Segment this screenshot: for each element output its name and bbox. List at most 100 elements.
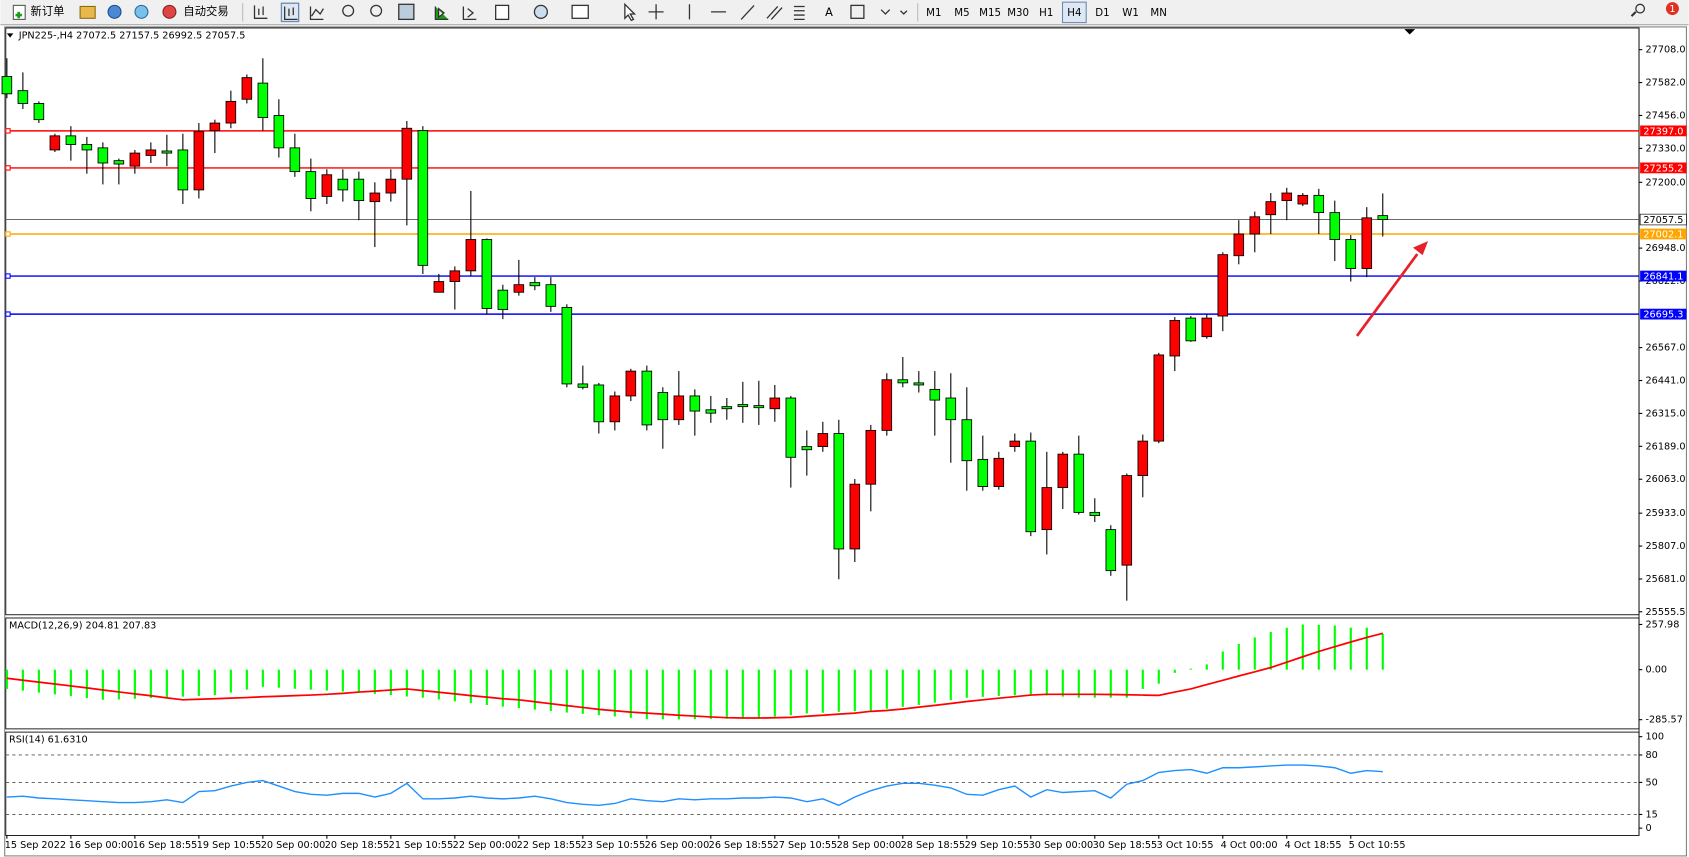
level-label: 27002.1 bbox=[1643, 230, 1683, 241]
x-tick-label: 29 Sep 10:55 bbox=[965, 840, 1030, 851]
timeframe-button[interactable]: M1 bbox=[926, 8, 941, 19]
y-tick-label: 100 bbox=[1646, 732, 1664, 743]
candle-body bbox=[321, 174, 333, 197]
scroll-icon[interactable] bbox=[434, 6, 449, 21]
macd-bar bbox=[1317, 624, 1320, 670]
y-tick-label: 50 bbox=[1646, 777, 1658, 788]
candle-icon[interactable] bbox=[284, 6, 298, 21]
y-tick-label: 27200.0 bbox=[1646, 177, 1686, 188]
macd-bar bbox=[101, 669, 104, 700]
badge-circle[interactable] bbox=[1665, 2, 1679, 16]
candle-body bbox=[113, 160, 125, 165]
macd-bar bbox=[869, 669, 872, 711]
macd-bar bbox=[629, 669, 632, 718]
macd-bar bbox=[1381, 633, 1384, 670]
candle-body bbox=[657, 392, 669, 421]
macd-bar bbox=[421, 669, 424, 698]
macd-bar bbox=[437, 669, 440, 700]
macd-bar bbox=[485, 669, 488, 706]
candle-icon-pressed[interactable] bbox=[280, 2, 300, 23]
chart-frame bbox=[4, 26, 1687, 857]
shift-icon[interactable] bbox=[462, 6, 477, 21]
icon[interactable] bbox=[79, 5, 96, 19]
candle-body bbox=[1025, 440, 1037, 533]
x-tick-label: 16 Sep 00:00 bbox=[69, 840, 134, 851]
zoom-in-icon[interactable] bbox=[342, 4, 355, 17]
y-tick-label: 26948.0 bbox=[1646, 243, 1686, 254]
search-icon[interactable] bbox=[1630, 11, 1637, 17]
timeframe-button[interactable]: MN bbox=[1150, 8, 1166, 19]
x-tick-label: 26 Sep 18:55 bbox=[709, 840, 774, 851]
candle-body bbox=[753, 405, 765, 409]
y-tick-label: 0.00 bbox=[1646, 665, 1668, 676]
timeframe-button[interactable]: H4 bbox=[1067, 8, 1081, 19]
candle-body bbox=[225, 100, 237, 124]
candle-body bbox=[1361, 217, 1373, 269]
macd-bar bbox=[1013, 669, 1016, 696]
toolbar-bg bbox=[0, 0, 1689, 25]
macd-bar bbox=[501, 669, 504, 707]
macd-bar bbox=[693, 669, 696, 720]
x-tick-label: 4 Oct 18:55 bbox=[1285, 840, 1342, 851]
tile-icon[interactable] bbox=[398, 3, 415, 21]
arrows-icon[interactable] bbox=[880, 9, 908, 15]
bar-chart-icon[interactable] bbox=[253, 5, 268, 19]
level-label-bg bbox=[1640, 162, 1687, 174]
timeframe-button[interactable]: W1 bbox=[1122, 8, 1139, 19]
x-tick-label: 19 Sep 10:55 bbox=[197, 840, 262, 851]
x-tick-label: 23 Sep 10:55 bbox=[581, 840, 646, 851]
text-tool[interactable]: A bbox=[825, 6, 833, 19]
macd-bar bbox=[293, 669, 296, 689]
macd-bar bbox=[853, 669, 856, 712]
macd-bar bbox=[1109, 669, 1112, 698]
main-panel bbox=[5, 27, 1640, 616]
candle-body bbox=[673, 395, 685, 421]
y-tick-label: 26063.0 bbox=[1646, 474, 1686, 485]
macd-bar bbox=[917, 669, 920, 706]
crosshair-icon[interactable] bbox=[648, 4, 664, 20]
level-handle bbox=[5, 165, 11, 171]
timeframe-button[interactable]: D1 bbox=[1095, 8, 1109, 19]
line-tools[interactable] bbox=[688, 4, 755, 20]
current-price-label: 27057.5 bbox=[1643, 215, 1683, 226]
candle-body bbox=[769, 397, 781, 410]
candle-body bbox=[1233, 233, 1245, 257]
candle-body bbox=[625, 370, 637, 397]
zoom-out-icon[interactable] bbox=[370, 4, 383, 17]
line-chart-icon[interactable] bbox=[309, 6, 324, 21]
panel-title: RSI(14) 61.6310 bbox=[9, 735, 88, 746]
period-icon[interactable] bbox=[533, 4, 548, 19]
fibo-icon[interactable] bbox=[793, 5, 805, 21]
timeframe-button[interactable]: H1 bbox=[1039, 8, 1053, 19]
panel-title: MACD(12,26,9) 204.81 207.83 bbox=[9, 621, 156, 632]
candle-body bbox=[369, 192, 381, 203]
current-price-bg bbox=[1639, 213, 1687, 226]
icon[interactable] bbox=[107, 4, 122, 19]
label-icon[interactable] bbox=[850, 4, 865, 19]
candle-body bbox=[33, 103, 45, 121]
level-handle bbox=[5, 273, 11, 279]
indicator-icon[interactable] bbox=[495, 4, 510, 21]
cursor-icon[interactable] bbox=[624, 2, 637, 22]
macd-bar bbox=[197, 669, 200, 696]
macd-bar bbox=[757, 669, 760, 718]
timeframe-button[interactable]: M30 bbox=[1007, 8, 1029, 19]
toolbar-button[interactable]: 新订单 bbox=[31, 4, 65, 18]
auto-trade-icon[interactable] bbox=[162, 4, 177, 19]
candle-body bbox=[49, 135, 61, 151]
candle-body bbox=[641, 370, 653, 426]
template-icon[interactable] bbox=[571, 4, 589, 19]
candle-body bbox=[849, 483, 861, 550]
x-tick-label: 20 Sep 00:00 bbox=[261, 840, 326, 851]
channel-icon[interactable] bbox=[766, 6, 783, 20]
timeframe-button[interactable]: M15 bbox=[979, 8, 1001, 19]
macd-bar bbox=[309, 669, 312, 690]
toolbar-button[interactable]: 自动交易 bbox=[183, 4, 228, 18]
rsi-panel bbox=[5, 731, 1640, 836]
icon[interactable] bbox=[134, 4, 149, 19]
badge[interactable]: 1 bbox=[1669, 4, 1675, 15]
x-tick-label: 27 Sep 10:55 bbox=[773, 840, 838, 851]
active-timeframe[interactable] bbox=[1061, 1, 1087, 24]
timeframe-button[interactable]: M5 bbox=[954, 8, 969, 19]
macd-bar bbox=[149, 669, 152, 699]
